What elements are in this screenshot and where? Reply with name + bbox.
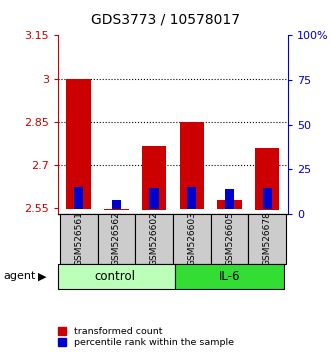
Bar: [104, 209, 129, 210]
Bar: [187, 187, 197, 209]
Bar: [225, 189, 234, 209]
Text: GDS3773 / 10578017: GDS3773 / 10578017: [91, 12, 240, 27]
Bar: [175, 264, 284, 289]
Bar: [74, 187, 83, 209]
Bar: [248, 214, 286, 264]
Text: GSM526602: GSM526602: [150, 212, 159, 266]
Bar: [112, 200, 121, 209]
Text: IL-6: IL-6: [219, 270, 240, 283]
Bar: [149, 188, 159, 209]
Bar: [98, 214, 135, 264]
Legend: transformed count, percentile rank within the sample: transformed count, percentile rank withi…: [56, 325, 236, 349]
Bar: [142, 147, 166, 210]
Text: ▶: ▶: [38, 272, 47, 281]
Text: GSM526678: GSM526678: [263, 211, 272, 267]
Text: GSM526561: GSM526561: [74, 211, 83, 267]
Text: GSM526562: GSM526562: [112, 212, 121, 266]
Bar: [58, 264, 175, 289]
Text: control: control: [94, 270, 135, 283]
Bar: [211, 214, 248, 264]
Bar: [60, 214, 98, 264]
Bar: [179, 122, 204, 209]
Bar: [173, 214, 211, 264]
Text: GSM526603: GSM526603: [187, 211, 196, 267]
Bar: [255, 148, 279, 210]
Bar: [67, 79, 91, 209]
Text: agent: agent: [3, 272, 36, 281]
Bar: [217, 200, 242, 209]
Text: GSM526605: GSM526605: [225, 211, 234, 267]
Bar: [262, 188, 272, 209]
Bar: [135, 214, 173, 264]
